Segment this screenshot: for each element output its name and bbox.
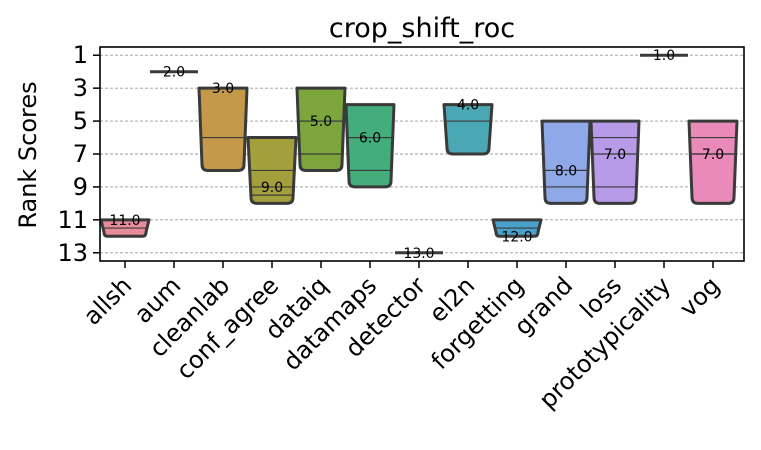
y-tick-label: 3 xyxy=(73,74,88,102)
violin-body xyxy=(344,103,396,189)
violin-loss: 7.0 xyxy=(589,119,641,205)
y-tick-label: 13 xyxy=(57,239,88,267)
violin-detector: 13.0 xyxy=(395,246,443,262)
violin-aum: 2.0 xyxy=(150,65,198,81)
violin-body xyxy=(295,86,347,172)
y-tick-label: 11 xyxy=(57,206,88,234)
median-label: 11.0 xyxy=(109,213,140,229)
median-label: 8.0 xyxy=(555,163,577,179)
violin-prototypicality: 1.0 xyxy=(640,48,688,64)
y-tick-label: 9 xyxy=(73,173,88,201)
violin-dataiq: 5.0 xyxy=(295,86,347,172)
median-label: 5.0 xyxy=(310,114,332,130)
violin-grand: 8.0 xyxy=(540,119,592,205)
y-tick-label: 1 xyxy=(73,41,88,69)
median-label: 3.0 xyxy=(212,81,234,97)
x-tick-label: allsh xyxy=(78,271,137,330)
violin-body xyxy=(687,119,739,205)
grid-lines xyxy=(100,54,744,254)
median-label: 1.0 xyxy=(653,48,675,64)
violin-body xyxy=(197,86,249,172)
violin-conf_agree: 9.0 xyxy=(246,136,298,205)
violin-el2n: 4.0 xyxy=(442,98,494,156)
x-tick-label: vog xyxy=(674,271,725,322)
violin-allsh: 11.0 xyxy=(99,213,151,238)
median-label: 6.0 xyxy=(359,131,381,147)
chart-title: crop_shift_roc xyxy=(329,13,515,44)
violin-cleanlab: 3.0 xyxy=(197,81,249,172)
y-axis-label: Rank Scores xyxy=(14,81,42,228)
violin-body xyxy=(540,119,592,205)
median-label: 12.0 xyxy=(501,229,532,245)
violins: 11.0 2.0 3.0 9.0 5.0 6.0 13.0 4.0 12.0 8.0 7.0 1.0 7… xyxy=(99,48,739,262)
violin-body xyxy=(589,119,641,205)
median-label: 13.0 xyxy=(403,246,434,262)
y-tick-label: 7 xyxy=(73,140,88,168)
y-tick-label: 5 xyxy=(73,107,88,135)
violin-vog: 7.0 xyxy=(687,119,739,205)
median-label: 4.0 xyxy=(457,98,479,114)
median-label: 7.0 xyxy=(702,147,724,163)
violin-forgetting: 12.0 xyxy=(491,218,543,245)
x-axis: allshaumcleanlabconf_agreedataiqdatamaps… xyxy=(78,261,725,414)
median-label: 2.0 xyxy=(163,65,185,81)
violin-datamaps: 6.0 xyxy=(344,103,396,189)
median-label: 7.0 xyxy=(604,147,626,163)
violin-body xyxy=(442,103,494,156)
median-label: 9.0 xyxy=(261,180,283,196)
